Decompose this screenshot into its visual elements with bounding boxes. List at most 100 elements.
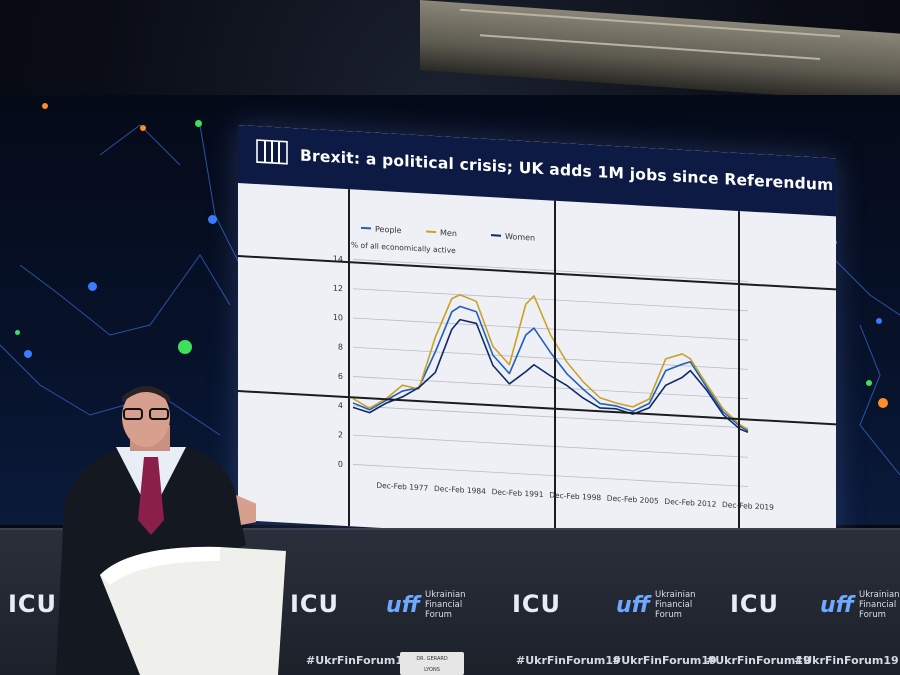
uff-logo-text: uff [616,592,650,618]
forum-name-line: Financial [654,600,693,610]
network-dot [866,380,872,386]
forum-name-line: Forum [424,610,452,620]
screen-seam [554,200,556,538]
forum-name-line: Financial [424,600,463,610]
network-dot [88,282,97,291]
network-dot [178,340,192,354]
x-tick-label: Dec-Feb 2019 [722,500,774,512]
legend-swatch [426,230,436,234]
network-dot [15,330,20,335]
y-tick-label: 4 [338,401,343,410]
uff-logo: uff Ukrainian Financial Forum [820,590,900,620]
network-dot [42,103,48,109]
legend-swatch [491,234,501,237]
speaker-namecard: DR. GERARD LYONS [400,652,464,675]
forum-name: Ukrainian Financial Forum [425,590,466,620]
speaker-head [122,387,170,447]
y-tick-label: 2 [338,430,343,439]
network-line [199,124,241,266]
legend-label: Men [440,228,457,238]
screen-seam [348,189,350,527]
gridline [353,464,748,487]
y-tick-label: 6 [338,372,343,381]
network-dot [876,318,882,324]
x-tick-label: Dec-Feb 2012 [664,497,716,509]
forum-name-line: Ukrainian [424,590,466,600]
ceiling-trim [460,8,840,38]
forum-name: Ukrainian Financial Forum [655,590,696,620]
icu-logo: ICU [8,590,57,618]
podium-body [100,546,286,675]
icu-logo-text: ICU [290,590,340,618]
screen-seam [738,210,740,549]
y-tick-label: 0 [338,460,343,469]
icu-logo-text: ICU [512,590,562,618]
podium [100,546,286,675]
speaker-hand [236,495,256,525]
legend-label: People [375,225,402,235]
y-axis-label: % of all economically active [351,240,456,255]
gridline [353,288,748,312]
x-tick-label: Dec-Feb 1991 [492,487,544,499]
forum-name-line: Ukrainian [858,590,900,600]
network-dot [878,398,888,408]
bars-logo-icon [256,139,288,165]
icu-logo: ICU [730,590,779,618]
icu-logo-text: ICU [730,590,780,618]
gridline [353,317,748,341]
network-dot [24,350,32,358]
network-dot [140,125,146,131]
x-tick-label: Dec-Feb 1984 [434,484,486,496]
y-tick-label: 8 [338,342,343,351]
network-line [829,254,900,316]
network-dot [208,215,217,224]
network-line [859,324,900,476]
slide-title-bar: Brexit: a political crisis; UK adds 1M j… [238,125,836,217]
x-tick-label: Dec-Feb 1977 [376,481,428,493]
network-line [0,344,221,436]
series-line-men [352,293,749,431]
uff-logo: uff Ukrainian Financial Forum [616,590,696,620]
network-line [99,124,181,166]
gridline [353,405,748,429]
icu-logo: ICU [290,590,339,618]
forum-name-line: Forum [858,610,886,620]
namecard-line: LYONS [424,667,440,673]
ceiling-panel [420,0,900,104]
glasses-icon [123,408,143,420]
speaker-hair [122,386,170,403]
gridline [353,346,748,370]
series-line-women [352,318,749,434]
namecard-line: DR. GERARD [416,656,448,662]
x-tick-label: Dec-Feb 1998 [549,490,601,502]
forum-name-line: Forum [654,610,682,620]
ceiling-trim [480,34,820,60]
icu-logo-text: ICU [8,590,58,618]
forum-name-line: Financial [858,600,897,610]
glasses-icon [149,408,169,420]
network-dot [195,120,202,127]
uff-logo-text: uff [386,592,420,618]
uff-logo-text: uff [820,592,854,618]
presentation-screen: Brexit: a political crisis; UK adds 1M j… [238,125,836,554]
y-tick-label: 14 [333,254,343,264]
hashtag-label: #UkrFinForum19 [794,654,899,667]
x-tick-label: Dec-Feb 2005 [607,494,659,506]
legend-swatch [361,226,371,230]
hashtag-label: #UkrFinForum19 [306,654,411,667]
gridline [353,434,748,458]
y-tick-label: 12 [333,284,343,294]
speaker-tie [138,457,164,535]
unemployment-line-chart: 14 12 10 8 6 4 2 0 % of all economically active D… [333,225,774,512]
legend-label: Women [505,232,535,243]
forum-name: Ukrainian Financial Forum [859,590,900,620]
hashtag-label: #UkrFinForum19 [516,654,621,667]
hashtag-label: #UkrFinForum19 [706,654,811,667]
gridline [353,259,748,282]
slide-title: Brexit: a political crisis; UK adds 1M j… [300,146,834,195]
hashtag-label: #UkrFinForum19 [612,654,717,667]
podium-top [100,546,220,585]
uff-logo: uff Ukrainian Financial Forum [386,590,466,620]
network-line [19,254,231,336]
